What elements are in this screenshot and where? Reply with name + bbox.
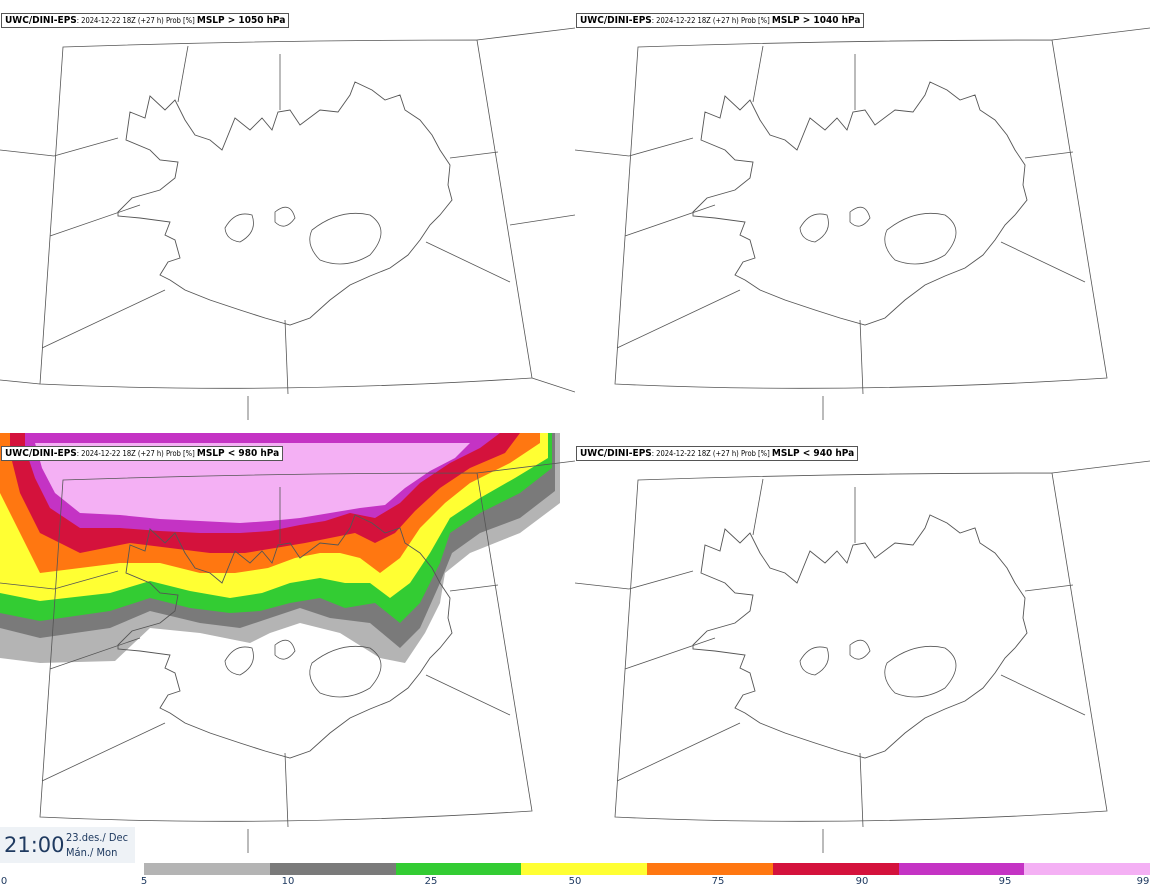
- colorbar-tick-label: 99: [1136, 876, 1150, 887]
- run-label: : 2024-12-22 18Z (+27 h) Prob [%]: [76, 449, 197, 458]
- run-label: : 2024-12-22 18Z (+27 h) Prob [%]: [651, 449, 772, 458]
- map-panel-1: UWC/DINI-EPS: 2024-12-22 18Z (+27 h) Pro…: [0, 0, 575, 426]
- valid-weekday: Mán./ Mon: [66, 846, 118, 859]
- model-label: UWC/DINI-EPS: [5, 15, 77, 26]
- map-frame-3: [0, 433, 575, 853]
- threshold-label: MSLP < 980 hPa: [196, 448, 280, 459]
- panel-title: UWC/DINI-EPS: 2024-12-22 18Z (+27 h) Pro…: [576, 446, 859, 461]
- map-panel-2: UWC/DINI-EPS: 2024-12-22 18Z (+27 h) Pro…: [575, 0, 1150, 426]
- threshold-label: MSLP > 1040 hPa: [771, 15, 861, 26]
- colorbar-tick-label: 0: [0, 876, 8, 887]
- threshold-label: MSLP < 940 hPa: [771, 448, 855, 459]
- valid-date: 23.des./ Dec: [66, 831, 129, 844]
- colorbar-segment: [395, 863, 522, 875]
- model-label: UWC/DINI-EPS: [580, 15, 652, 26]
- probability-field: [0, 433, 560, 663]
- valid-time-box: 21:00 23.des./ Dec Mán./ Mon: [0, 827, 135, 863]
- map-panel-3: UWC/DINI-EPS: 2024-12-22 18Z (+27 h) Pro…: [0, 433, 575, 859]
- colorbar-tick-label: 25: [424, 876, 438, 887]
- colorbar-tick-label: 50: [568, 876, 582, 887]
- colorbar-tick-label: 75: [711, 876, 725, 887]
- run-label: : 2024-12-22 18Z (+27 h) Prob [%]: [76, 16, 197, 25]
- probability-colorbar: [144, 863, 1150, 875]
- colorbar-tick-label: 95: [998, 876, 1012, 887]
- map-frame-1: [0, 27, 575, 420]
- colorbar-tick-label: 10: [281, 876, 295, 887]
- colorbar-tick-label: 5: [140, 876, 148, 887]
- model-label: UWC/DINI-EPS: [5, 448, 77, 459]
- colorbar-segment: [521, 863, 647, 875]
- map-frame-2: [575, 27, 1150, 420]
- panel-title: UWC/DINI-EPS: 2024-12-22 18Z (+27 h) Pro…: [576, 13, 865, 28]
- colorbar-segment: [647, 863, 773, 875]
- threshold-label: MSLP > 1050 hPa: [196, 15, 286, 26]
- colorbar-segment: [269, 863, 396, 875]
- colorbar-segment: [898, 863, 1025, 875]
- colorbar-tick-label: 90: [855, 876, 869, 887]
- colorbar-segment: [144, 863, 270, 875]
- model-label: UWC/DINI-EPS: [580, 448, 652, 459]
- run-label: : 2024-12-22 18Z (+27 h) Prob [%]: [651, 16, 772, 25]
- colorbar-ticks: 0 5 10 25 50 75 90 95 99: [0, 876, 1150, 890]
- valid-time-clock: 21:00: [4, 833, 65, 857]
- colorbar-segment: [772, 863, 899, 875]
- map-panel-4: UWC/DINI-EPS: 2024-12-22 18Z (+27 h) Pro…: [575, 433, 1150, 859]
- map-frame-4: [575, 460, 1150, 853]
- panel-title: UWC/DINI-EPS: 2024-12-22 18Z (+27 h) Pro…: [1, 446, 284, 461]
- colorbar-segment: [1024, 863, 1150, 875]
- panel-title: UWC/DINI-EPS: 2024-12-22 18Z (+27 h) Pro…: [1, 13, 290, 28]
